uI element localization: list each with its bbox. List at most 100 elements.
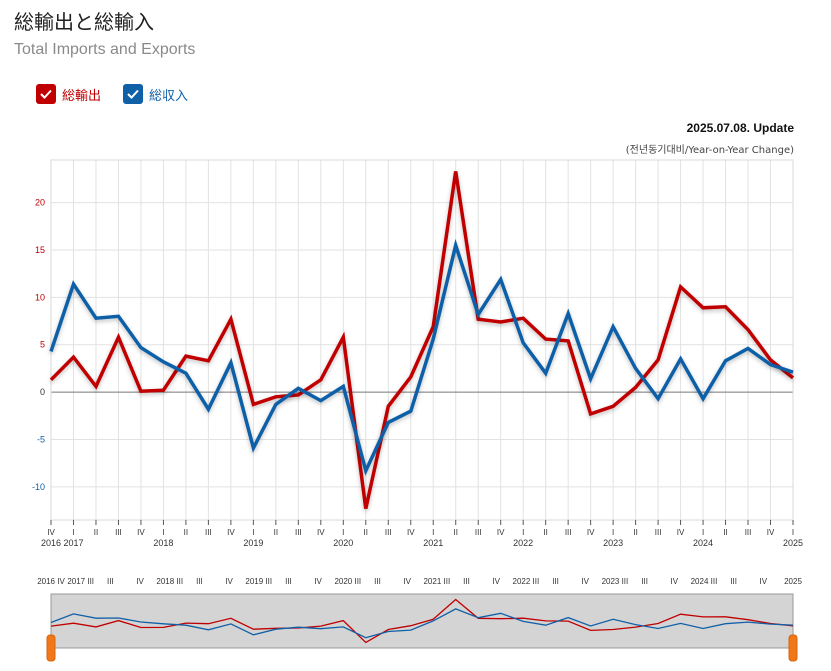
y-tick-label: 10 (35, 292, 45, 302)
x-quarter-label: III (295, 528, 302, 537)
x-quarter-label: II (184, 528, 188, 537)
navigator-label: IV (670, 577, 678, 586)
navigator-label: IV (136, 577, 144, 586)
y-tick-label: -5 (37, 434, 45, 444)
navigator-left-handle[interactable] (46, 634, 56, 662)
y-tick-label: -10 (32, 482, 45, 492)
plot-border (50, 159, 794, 521)
navigator-label: IV (581, 577, 589, 586)
x-quarter-label: I (252, 528, 254, 537)
x-quarter-label: II (94, 528, 98, 537)
navigator-label: IV (760, 577, 768, 586)
navigator-label: III (285, 577, 292, 586)
x-year-label: 2019 (243, 538, 263, 548)
x-quarter-label: IV (767, 528, 775, 537)
x-year-label: 2025 (783, 538, 803, 548)
navigator-label: III (463, 577, 470, 586)
imports-line[interactable] (49, 238, 794, 476)
legend: 総輸出 総収入 (36, 84, 188, 104)
x-quarter-label: IV (407, 528, 415, 537)
navigator-imports-line (50, 608, 794, 639)
x-quarter-label: III (565, 528, 572, 537)
y-tick-label: 15 (35, 245, 45, 255)
navigator-label: III (730, 577, 737, 586)
navigator-label: III (107, 577, 114, 586)
x-quarter-label: IV (677, 528, 685, 537)
chart-note: (전년동기대비/Year-on-Year Change) (625, 145, 794, 156)
exports-checkbox-icon[interactable] (36, 84, 56, 104)
x-quarter-label: III (115, 528, 122, 537)
x-quarter-label: I (612, 528, 614, 537)
navigator-label: IV (225, 577, 233, 586)
x-quarter-label: I (342, 528, 344, 537)
exports-line[interactable] (49, 171, 795, 509)
y-axis: 20 15 10 5 0 -5 -10 (32, 198, 45, 492)
legend-exports-label: 総輸出 (62, 88, 102, 104)
x-quarter-label: I (522, 528, 524, 537)
navigator-label: 2016 IV (37, 577, 65, 586)
navigator-label: 2017 III (67, 577, 94, 586)
x-quarter-label: III (205, 528, 212, 537)
navigator-label: III (641, 577, 648, 586)
x-year-label: 2020 (333, 538, 353, 548)
navigator: 2016 IV 2017 III III IV 2018 III III IV 2019 II… (37, 577, 802, 662)
y-tick-label: 0 (40, 387, 45, 397)
navigator-label: IV (403, 577, 411, 586)
x-quarter-label: IV (317, 528, 325, 537)
x-quarter-label: IV (47, 528, 55, 537)
x-quarter-label: III (475, 528, 482, 537)
x-quarter-label: II (454, 528, 458, 537)
y-tick-label: 20 (35, 198, 45, 208)
navigator-label: 2018 III (156, 577, 183, 586)
navigator-label: 2022 III (513, 577, 540, 586)
x-year-label: 2021 (423, 538, 443, 548)
x-year-label: 2017 (63, 538, 83, 548)
x-quarter-label: I (162, 528, 164, 537)
x-quarter-label: II (723, 528, 727, 537)
navigator-label: 2019 III (245, 577, 272, 586)
chart-grid (50, 159, 794, 521)
x-quarter-label: III (385, 528, 392, 537)
navigator-exports-line (50, 598, 794, 644)
navigator-range[interactable] (50, 593, 794, 649)
x-quarter-label: I (792, 528, 794, 537)
update-date: 2025.07.08. Update (686, 121, 794, 135)
legend-item-exports[interactable]: 総輸出 (36, 84, 101, 104)
x-quarter-label: III (745, 528, 752, 537)
x-quarter-label: III (655, 528, 662, 537)
navigator-label: IV (314, 577, 322, 586)
navigator-right-handle[interactable] (788, 634, 798, 662)
navigator-label: 2024 III (691, 577, 718, 586)
x-quarter-label: I (432, 528, 434, 537)
x-quarter-label: IV (587, 528, 595, 537)
navigator-label: III (552, 577, 559, 586)
x-quarter-label: IV (227, 528, 235, 537)
series-lines (49, 171, 795, 509)
x-year-label: 2016 (41, 538, 61, 548)
x-year-label: 2023 (603, 538, 623, 548)
x-axis: IV I II III IV I II III IV I II III IV I II III IV I II III… (41, 520, 803, 548)
navigator-label: 2023 III (602, 577, 629, 586)
x-quarter-label: IV (137, 528, 145, 537)
x-quarter-label: II (274, 528, 278, 537)
page-subtitle: Total Imports and Exports (14, 41, 196, 58)
navigator-label: 2020 III (334, 577, 361, 586)
navigator-label: III (374, 577, 381, 586)
legend-imports-label: 総収入 (149, 88, 189, 104)
x-quarter-label: I (72, 528, 74, 537)
x-year-label: 2018 (153, 538, 173, 548)
x-year-label: 2022 (513, 538, 533, 548)
page-title: 総輸出と総輸入 (14, 10, 154, 34)
x-quarter-label: I (702, 528, 704, 537)
y-tick-label: 5 (40, 340, 45, 350)
imports-checkbox-icon[interactable] (123, 84, 144, 104)
legend-item-imports[interactable]: 総収入 (123, 84, 188, 104)
x-quarter-label: II (364, 528, 368, 537)
x-quarter-label: II (633, 528, 637, 537)
navigator-label: IV (492, 577, 500, 586)
navigator-label: 2025 (784, 577, 802, 586)
x-quarter-label: II (543, 528, 547, 537)
navigator-label: III (196, 577, 203, 586)
x-quarter-label: IV (497, 528, 505, 537)
